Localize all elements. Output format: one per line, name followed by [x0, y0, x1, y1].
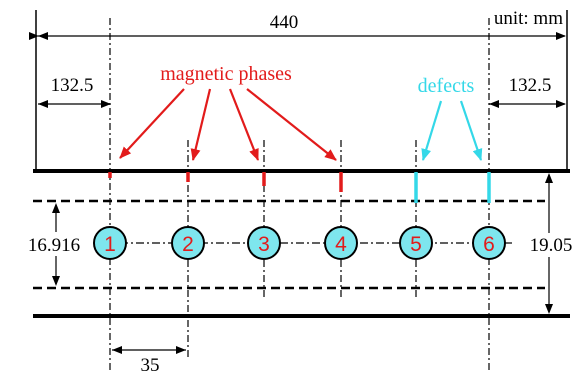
magnetic-phases-label: magnetic phases: [160, 63, 292, 85]
inner-band-label: 16.916: [28, 235, 80, 256]
sensor-3-number: 3: [258, 233, 270, 256]
sensor-1: 1: [93, 226, 127, 260]
sensor-5-number: 5: [410, 233, 422, 256]
sensor-6: 6: [472, 226, 506, 260]
sensor-2-number: 2: [182, 233, 194, 256]
defects-label: defects: [418, 75, 475, 97]
sensor-1-number: 1: [104, 233, 116, 256]
left-offset-label: 132.5: [51, 75, 94, 96]
right-offset-label: 132.5: [509, 75, 552, 96]
magnetic-phase-arrows: [119, 88, 337, 161]
sensor-4-number: 4: [335, 233, 347, 256]
sensor-6-number: 6: [483, 233, 495, 256]
defect-marks: [414, 172, 491, 203]
total-length-label: 440: [270, 12, 299, 33]
sensor-5: 5: [399, 226, 433, 260]
sensor-2: 2: [171, 226, 205, 260]
sensor-4: 4: [324, 226, 358, 260]
sensor-3: 3: [247, 226, 281, 260]
defect-arrows: [421, 100, 483, 161]
plate-thickness-label: 19.05: [530, 235, 573, 256]
units-label: unit: mm: [494, 8, 563, 29]
spacing-label: 35: [141, 355, 160, 376]
magnetic-phase-marks: [108, 172, 343, 192]
